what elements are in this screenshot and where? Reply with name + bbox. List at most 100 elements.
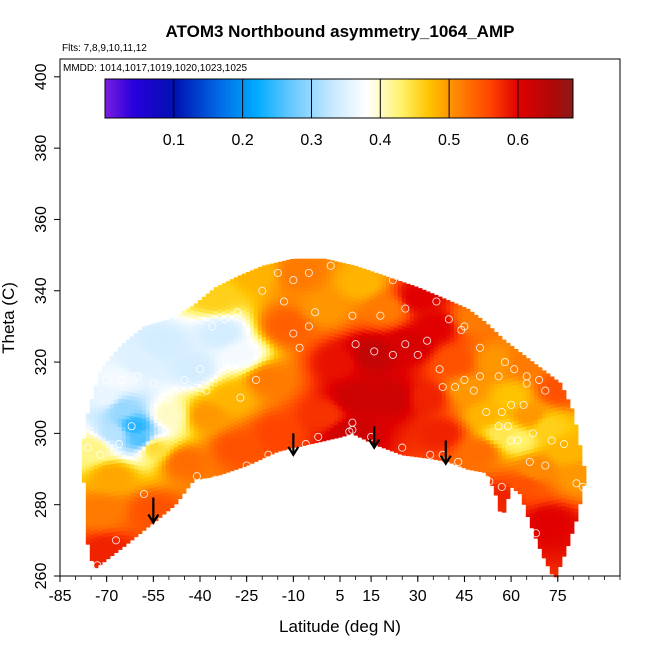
- heatmap-cell: [417, 408, 423, 413]
- heatmap-cell: [145, 501, 151, 506]
- heatmap-cell: [93, 509, 99, 514]
- heatmap-cell: [105, 416, 111, 422]
- heatmap-cell: [193, 351, 199, 356]
- heatmap-cell: [145, 413, 151, 418]
- heatmap-cell: [441, 298, 447, 303]
- heatmap-cell: [105, 396, 111, 402]
- heatmap-cell: [421, 433, 427, 439]
- heatmap-cell: [297, 266, 303, 272]
- heatmap-cell: [453, 375, 459, 381]
- heatmap-cell: [421, 441, 427, 447]
- chart-title: ATOM3 Northbound asymmetry_1064_AMP: [166, 22, 515, 41]
- heatmap-cell: [349, 388, 355, 394]
- heatmap-cell: [133, 361, 139, 366]
- heatmap-cell: [185, 320, 191, 326]
- heatmap-cell: [185, 372, 191, 378]
- heatmap-cell: [241, 273, 247, 279]
- heatmap-cell: [133, 485, 139, 490]
- heatmap-cell: [265, 368, 271, 374]
- heatmap-cell: [497, 395, 503, 401]
- heatmap-cell: [445, 392, 451, 397]
- heatmap-cell: [329, 308, 335, 313]
- heatmap-cell: [193, 319, 199, 324]
- heatmap-cell: [377, 378, 383, 383]
- heatmap-cell: [245, 340, 251, 345]
- heatmap-cell: [273, 434, 279, 440]
- heatmap-cell: [113, 451, 119, 457]
- heatmap-cell: [253, 356, 259, 362]
- heatmap-cell: [393, 435, 399, 441]
- heatmap-cell: [109, 396, 115, 401]
- heatmap-cell: [257, 386, 263, 392]
- heatmap-cell: [121, 415, 127, 420]
- heatmap-cell: [341, 319, 347, 324]
- heatmap-cell: [129, 396, 135, 401]
- heatmap-cell: [157, 401, 163, 407]
- heatmap-cell: [505, 482, 511, 488]
- heatmap-cell: [121, 387, 127, 392]
- heatmap-cell: [109, 468, 115, 473]
- heatmap-cell: [365, 326, 371, 331]
- heatmap-cell: [201, 332, 207, 338]
- heatmap-cell: [133, 333, 139, 338]
- heatmap-cell: [345, 344, 351, 349]
- heatmap-cell: [189, 474, 195, 479]
- heatmap-cell: [377, 298, 383, 303]
- heatmap-cell: [441, 370, 447, 375]
- heatmap-cell: [161, 464, 167, 470]
- heatmap-cell: [353, 373, 359, 379]
- heatmap-cell: [149, 472, 155, 477]
- heatmap-cell: [517, 364, 523, 369]
- heatmap-cell: [137, 377, 143, 383]
- heatmap-cell: [249, 338, 255, 343]
- heatmap-cell: [521, 395, 527, 400]
- heatmap-cell: [345, 340, 351, 345]
- heatmap-cell: [325, 275, 331, 280]
- heatmap-cell: [389, 342, 395, 347]
- heatmap-cell: [277, 445, 283, 451]
- heatmap-cell: [101, 445, 107, 450]
- heatmap-cell: [113, 467, 119, 473]
- heatmap-cell: [133, 505, 139, 510]
- heatmap-cell: [305, 362, 311, 368]
- heatmap-cell: [493, 392, 499, 397]
- heatmap-cell: [501, 419, 507, 425]
- heatmap-cell: [185, 452, 191, 458]
- heatmap-cell: [485, 432, 491, 437]
- heatmap-cell: [221, 435, 227, 440]
- heatmap-cell: [141, 422, 147, 428]
- heatmap-cell: [437, 448, 443, 454]
- heatmap-cell: [373, 312, 379, 318]
- heatmap-cell: [497, 439, 503, 445]
- heatmap-cell: [253, 440, 259, 446]
- heatmap-cell: [489, 412, 495, 417]
- heatmap-cell: [277, 329, 283, 335]
- heatmap-cell: [101, 513, 107, 518]
- heatmap-cell: [441, 450, 447, 455]
- heatmap-cell: [241, 397, 247, 403]
- heatmap-cell: [417, 420, 423, 425]
- heatmap-cell: [273, 342, 279, 348]
- heatmap-cell: [493, 476, 499, 481]
- heatmap-cell: [173, 475, 179, 480]
- heatmap-cell: [297, 342, 303, 348]
- heatmap-cell: [217, 293, 223, 298]
- heatmap-cell: [485, 472, 491, 477]
- heatmap-cell: [129, 336, 135, 341]
- heatmap-cell: [465, 420, 471, 426]
- heatmap-cell: [253, 276, 259, 282]
- heatmap-cell: [497, 463, 503, 469]
- heatmap-cell: [361, 392, 367, 398]
- heatmap-cell: [229, 323, 235, 328]
- heatmap-cell: [225, 345, 231, 350]
- heatmap-cell: [417, 324, 423, 329]
- heatmap-cell: [269, 387, 275, 393]
- heatmap-cell: [453, 323, 459, 329]
- heatmap-cell: [281, 344, 287, 350]
- heatmap-cell: [281, 376, 287, 382]
- heatmap-cell: [417, 400, 423, 405]
- heatmap-cell: [173, 323, 179, 328]
- heatmap-cell: [121, 523, 127, 528]
- heatmap-cell: [517, 376, 523, 381]
- heatmap-cell: [181, 374, 187, 380]
